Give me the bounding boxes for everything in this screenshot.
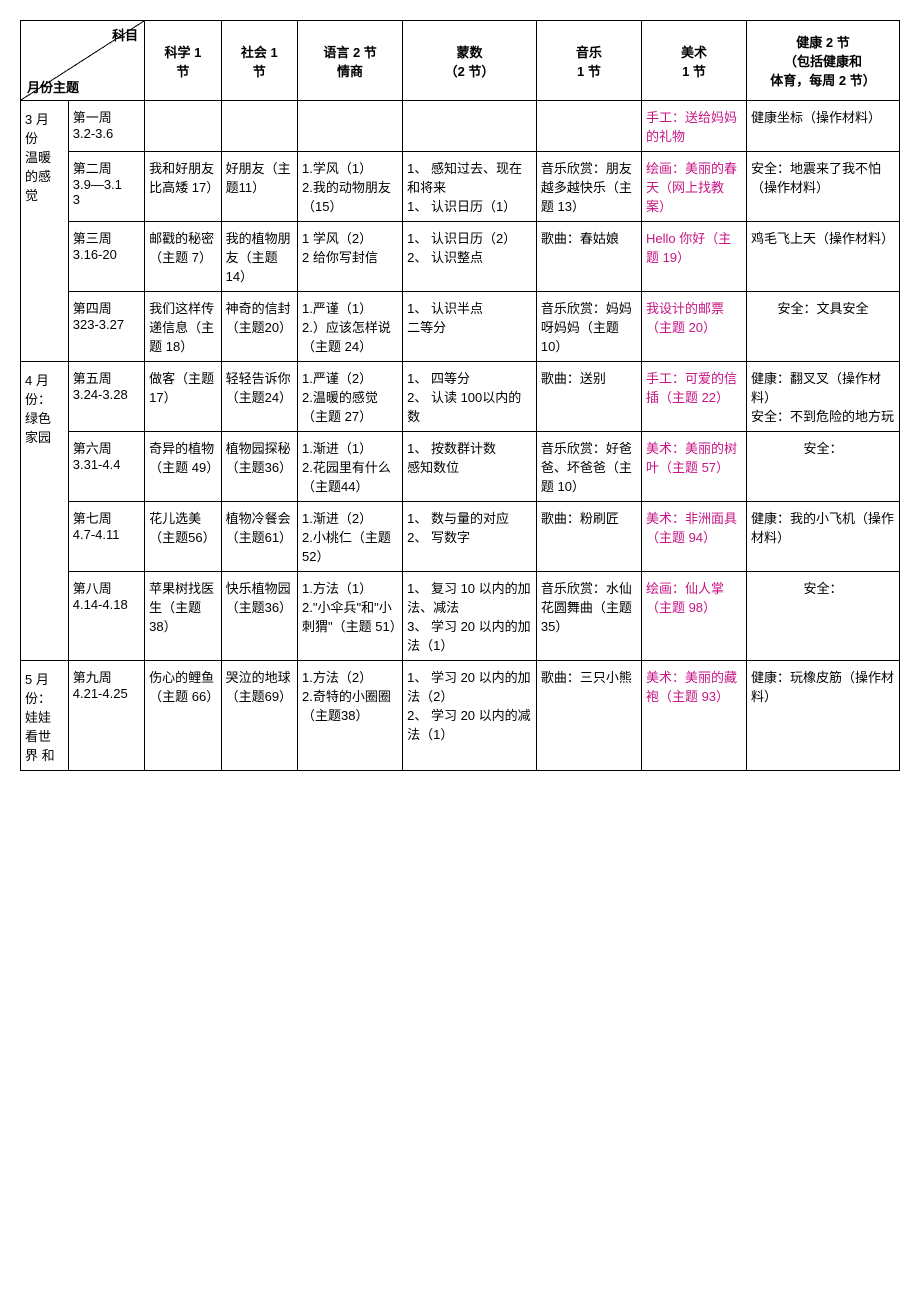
music-cell: 歌曲：送别 (536, 362, 641, 432)
week-cell: 第三周 3.16-20 (68, 222, 144, 292)
table-body: 3 月 份 温暖 的感 觉 第一周 3.2-3.6 手工：送给妈妈的礼物 健康坐… (21, 101, 900, 771)
music-cell: 音乐欣赏：好爸爸、坏爸爸（主题 10） (536, 432, 641, 502)
week-cell: 第七周 4.7-4.11 (68, 502, 144, 572)
math-cell: 1、 数与量的对应 2、 写数字 (403, 502, 537, 572)
health-cell: 健康：玩橡皮筋（操作材料） (747, 661, 900, 771)
art-cell: 绘画：仙人掌（主题 98） (641, 572, 746, 661)
header-science: 科学 1 节 (145, 21, 221, 101)
music-cell: 音乐欣赏：朋友越多越快乐（主题 13） (536, 152, 641, 222)
health-cell: 安全： (747, 432, 900, 502)
math-cell: 1、 四等分 2、 认读 100以内的数 (403, 362, 537, 432)
header-math: 蒙数 （2 节） (403, 21, 537, 101)
music-cell: 音乐欣赏：妈妈呀妈妈（主题 10） (536, 292, 641, 362)
header-month-label: 月份主题 (27, 77, 79, 96)
society-cell: 轻轻告诉你（主题24） (221, 362, 297, 432)
society-cell: 哭泣的地球（主题69） (221, 661, 297, 771)
week-cell: 第九周 4.21-4.25 (68, 661, 144, 771)
society-cell: 快乐植物园（主题36） (221, 572, 297, 661)
month-may: 5 月 份： 娃娃 看世 界 和 (21, 661, 69, 771)
health-cell: 安全：地震来了我不怕（操作材料） (747, 152, 900, 222)
language-cell: 1.渐进（1） 2.花园里有什么（主题44） (298, 432, 403, 502)
table-row: 5 月 份： 娃娃 看世 界 和 第九周 4.21-4.25 伤心的鲤鱼（主题 … (21, 661, 900, 771)
science-cell (145, 101, 221, 152)
header-society: 社会 1 节 (221, 21, 297, 101)
health-cell: 安全： (747, 572, 900, 661)
health-cell: 鸡毛飞上天（操作材料） (747, 222, 900, 292)
health-cell: 健康：我的小飞机（操作材料） (747, 502, 900, 572)
table-row: 第八周 4.14-4.18 苹果树找医生（主题38） 快乐植物园（主题36） 1… (21, 572, 900, 661)
language-cell: 1.方法（2） 2.奇特的小圈圈（主题38） (298, 661, 403, 771)
science-cell: 伤心的鲤鱼（主题 66） (145, 661, 221, 771)
week-cell: 第六周 3.31-4.4 (68, 432, 144, 502)
math-cell: 1、 感知过去、现在和将来 1、 认识日历（1） (403, 152, 537, 222)
art-cell: 手工：送给妈妈的礼物 (641, 101, 746, 152)
table-row: 4 月 份： 绿色 家园 第五周 3.24-3.28 做客（主题 17） 轻轻告… (21, 362, 900, 432)
table-row: 第六周 3.31-4.4 奇异的植物（主题 49） 植物园探秘（主题36） 1.… (21, 432, 900, 502)
math-cell: 1、 学习 20 以内的加法（2） 2、 学习 20 以内的减法（1） (403, 661, 537, 771)
language-cell: 1.渐进（2） 2.小桃仁（主题 52） (298, 502, 403, 572)
music-cell: 音乐欣赏：水仙花圆舞曲（主题 35） (536, 572, 641, 661)
language-cell: 1.严谨（2） 2.温暖的感觉（主题 27） (298, 362, 403, 432)
math-cell: 1、 复习 10 以内的加法、减法 3、 学习 20 以内的加法（1） (403, 572, 537, 661)
art-cell: 美术：美丽的藏袍（主题 93） (641, 661, 746, 771)
table-row: 3 月 份 温暖 的感 觉 第一周 3.2-3.6 手工：送给妈妈的礼物 健康坐… (21, 101, 900, 152)
language-cell: 1.严谨（1） 2.）应该怎样说（主题 24） (298, 292, 403, 362)
math-cell: 1、 按数群计数 感知数位 (403, 432, 537, 502)
music-cell: 歌曲：三只小熊 (536, 661, 641, 771)
health-cell: 健康：翻叉叉（操作材料） 安全：不到危险的地方玩 (747, 362, 900, 432)
header-row: 科目 月份主题 科学 1 节 社会 1 节 语言 2 节 情商 蒙数 （2 节）… (21, 21, 900, 101)
art-cell: 绘画：美丽的春天（网上找教案） (641, 152, 746, 222)
science-cell: 邮戳的秘密（主题 7） (145, 222, 221, 292)
language-cell: 1 学风（2） 2 给你写封信 (298, 222, 403, 292)
math-cell: 1、 认识半点 二等分 (403, 292, 537, 362)
society-cell: 植物园探秘（主题36） (221, 432, 297, 502)
society-cell: 我的植物朋友（主题 14） (221, 222, 297, 292)
art-cell: 美术：美丽的树叶（主题 57） (641, 432, 746, 502)
language-cell: 1.方法（1） 2."小伞兵"和"小刺猬"（主题 51） (298, 572, 403, 661)
week-cell: 第八周 4.14-4.18 (68, 572, 144, 661)
society-cell (221, 101, 297, 152)
art-cell: 手工：可爱的信插（主题 22） (641, 362, 746, 432)
science-cell: 我和好朋友比高矮 17） (145, 152, 221, 222)
language-cell: 1.学风（1） 2.我的动物朋友（15） (298, 152, 403, 222)
month-april: 4 月 份： 绿色 家园 (21, 362, 69, 661)
art-cell: Hello 你好（主题 19） (641, 222, 746, 292)
science-cell: 做客（主题 17） (145, 362, 221, 432)
header-language: 语言 2 节 情商 (298, 21, 403, 101)
music-cell: 歌曲：春姑娘 (536, 222, 641, 292)
health-cell: 健康坐标（操作材料） (747, 101, 900, 152)
table-row: 第四周 323-3.27 我们这样传递信息（主题 18） 神奇的信封（主题20）… (21, 292, 900, 362)
society-cell: 植物冷餐会（主题61） (221, 502, 297, 572)
header-art: 美术 1 节 (641, 21, 746, 101)
art-cell: 我设计的邮票（主题 20） (641, 292, 746, 362)
society-cell: 好朋友（主题11） (221, 152, 297, 222)
science-cell: 苹果树找医生（主题38） (145, 572, 221, 661)
music-cell (536, 101, 641, 152)
header-diagonal: 科目 月份主题 (21, 21, 145, 101)
art-cell: 美术：非洲面具（主题 94） (641, 502, 746, 572)
week-cell: 第五周 3.24-3.28 (68, 362, 144, 432)
society-cell: 神奇的信封（主题20） (221, 292, 297, 362)
table-row: 第三周 3.16-20 邮戳的秘密（主题 7） 我的植物朋友（主题 14） 1 … (21, 222, 900, 292)
week-cell: 第四周 323-3.27 (68, 292, 144, 362)
science-cell: 我们这样传递信息（主题 18） (145, 292, 221, 362)
header-health: 健康 2 节 （包括健康和 体育，每周 2 节） (747, 21, 900, 101)
math-cell: 1、 认识日历（2） 2、 认识整点 (403, 222, 537, 292)
math-cell (403, 101, 537, 152)
health-cell: 安全：文具安全 (747, 292, 900, 362)
science-cell: 花儿选美（主题56） (145, 502, 221, 572)
header-music: 音乐 1 节 (536, 21, 641, 101)
music-cell: 歌曲：粉刷匠 (536, 502, 641, 572)
week-cell: 第一周 3.2-3.6 (68, 101, 144, 152)
curriculum-table: 科目 月份主题 科学 1 节 社会 1 节 语言 2 节 情商 蒙数 （2 节）… (20, 20, 900, 771)
week-cell: 第二周 3.9—3.1 3 (68, 152, 144, 222)
table-row: 第七周 4.7-4.11 花儿选美（主题56） 植物冷餐会（主题61） 1.渐进… (21, 502, 900, 572)
language-cell (298, 101, 403, 152)
month-march: 3 月 份 温暖 的感 觉 (21, 101, 69, 362)
header-subject-label: 科目 (112, 25, 138, 44)
table-row: 第二周 3.9—3.1 3 我和好朋友比高矮 17） 好朋友（主题11） 1.学… (21, 152, 900, 222)
science-cell: 奇异的植物（主题 49） (145, 432, 221, 502)
